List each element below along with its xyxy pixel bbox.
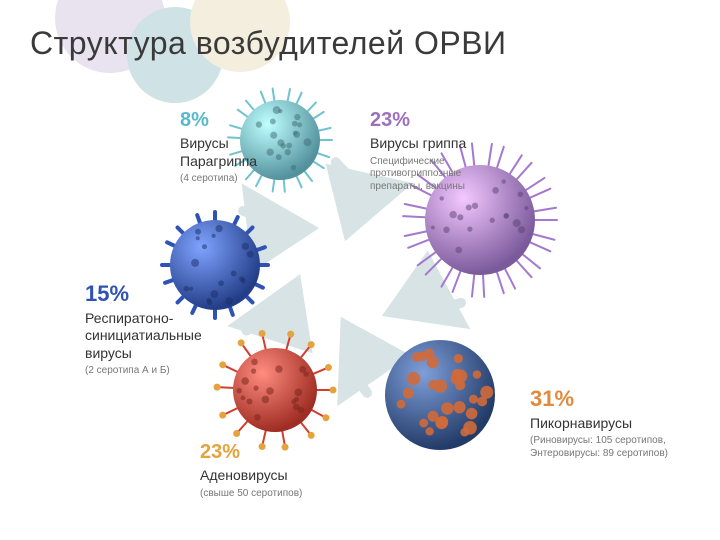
pct-picorna: 31% [530, 385, 668, 413]
pct-adeno: 23% [200, 440, 302, 465]
sub-adeno: (свыше 50 серотипов) [200, 488, 302, 501]
name-gripp: Вирусы гриппа [370, 135, 466, 153]
pct-paragripp: 8% [180, 108, 257, 133]
sub-picorna: (Риновирусы: 105 серотипов,Энтеровирусы:… [530, 435, 668, 460]
label-adeno: 23% Аденовирусы (свыше 50 серотипов) [200, 440, 302, 500]
virus-adeno [214, 330, 337, 451]
pct-gripp: 23% [370, 108, 466, 133]
sub-paragripp: (4 серотипа) [180, 173, 257, 186]
name-paragripp: ВирусыПарагриппа [180, 135, 257, 170]
label-gripp: 23% Вирусы гриппа Специфическиепротивогрип… [370, 108, 466, 193]
label-paragripp: 8%ВирусыПарагриппа (4 серотипа) [180, 108, 257, 186]
name-picorna: Пикорнавирусы [530, 415, 668, 433]
label-rsv: 15%Респиратоно-синициатиальныевирусы (2 с… [85, 280, 202, 378]
name-rsv: Респиратоно-синициатиальныевирусы [85, 310, 202, 363]
virus-picorna [385, 340, 495, 450]
sub-rsv: (2 серотипа А и Б) [85, 365, 202, 378]
pct-rsv: 15% [85, 280, 202, 308]
name-adeno: Аденовирусы [200, 467, 302, 485]
label-picorna: 31% Пикорнавирусы (Риновирусы: 105 серотип… [530, 385, 668, 460]
sub-gripp: Специфическиепротивогриппозныепрепараты,… [370, 156, 466, 194]
stage: Структура возбудителей ОРВИ 8%ВирусыПара… [0, 0, 720, 540]
